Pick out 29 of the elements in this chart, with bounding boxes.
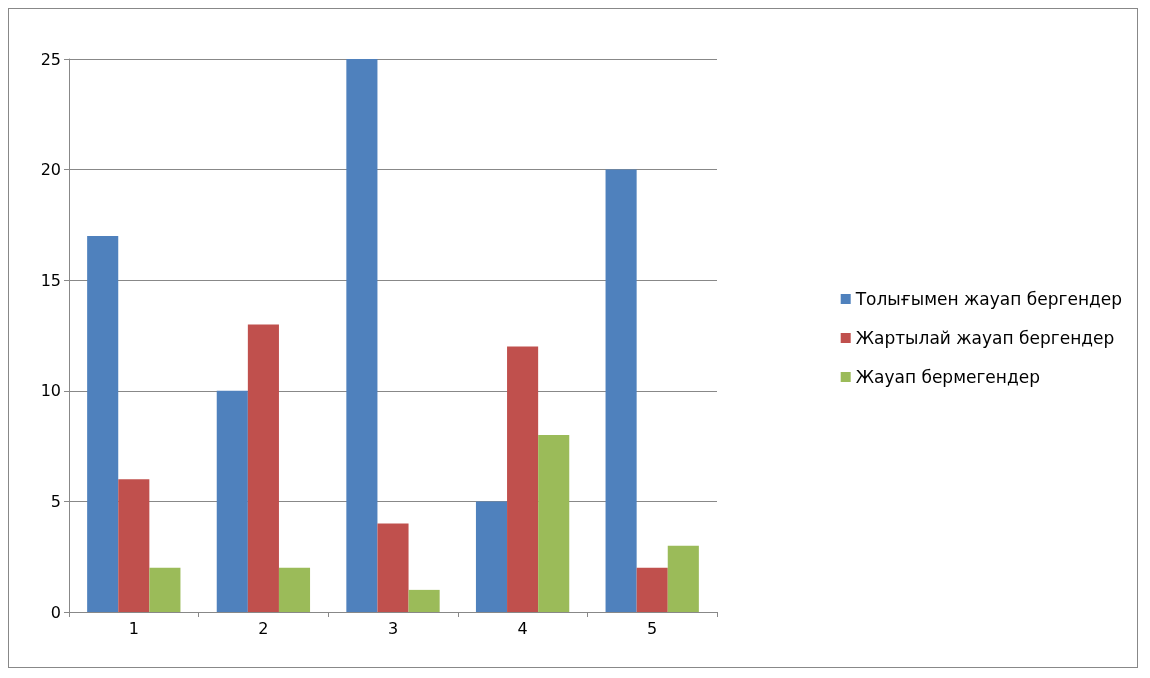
- legend-label: Толығымен жауап бергендер: [854, 289, 1123, 309]
- bar: [636, 567, 668, 612]
- bar: [149, 567, 181, 612]
- y-tick-label: 15: [40, 270, 61, 290]
- bar: [87, 235, 119, 612]
- bar: [216, 390, 248, 612]
- y-tick-label: 10: [40, 381, 61, 401]
- bar: [118, 479, 150, 612]
- bar: [605, 169, 637, 612]
- x-tick-label: 3: [387, 618, 399, 638]
- y-tick-label: 5: [50, 491, 61, 511]
- y-tick-label: 20: [40, 160, 61, 180]
- bar: [408, 589, 440, 612]
- bar: [475, 501, 508, 612]
- bar: [667, 545, 699, 612]
- x-tick-label: 5: [647, 618, 658, 638]
- x-tick-label: 4: [517, 618, 528, 638]
- legend-label: Жартылай жауап бергендер: [855, 328, 1115, 348]
- x-tick-label: 1: [128, 618, 139, 638]
- y-tick-label: 0: [50, 602, 61, 622]
- bar: [507, 346, 539, 612]
- bar: [377, 523, 409, 612]
- bar: [538, 435, 570, 612]
- y-tick-label: 25: [40, 49, 61, 69]
- x-tick-label: 2: [258, 618, 269, 638]
- bar: [247, 324, 279, 612]
- legend-label: Жауап бермегендер: [855, 367, 1040, 387]
- bar: [278, 567, 311, 612]
- bar: [346, 59, 378, 612]
